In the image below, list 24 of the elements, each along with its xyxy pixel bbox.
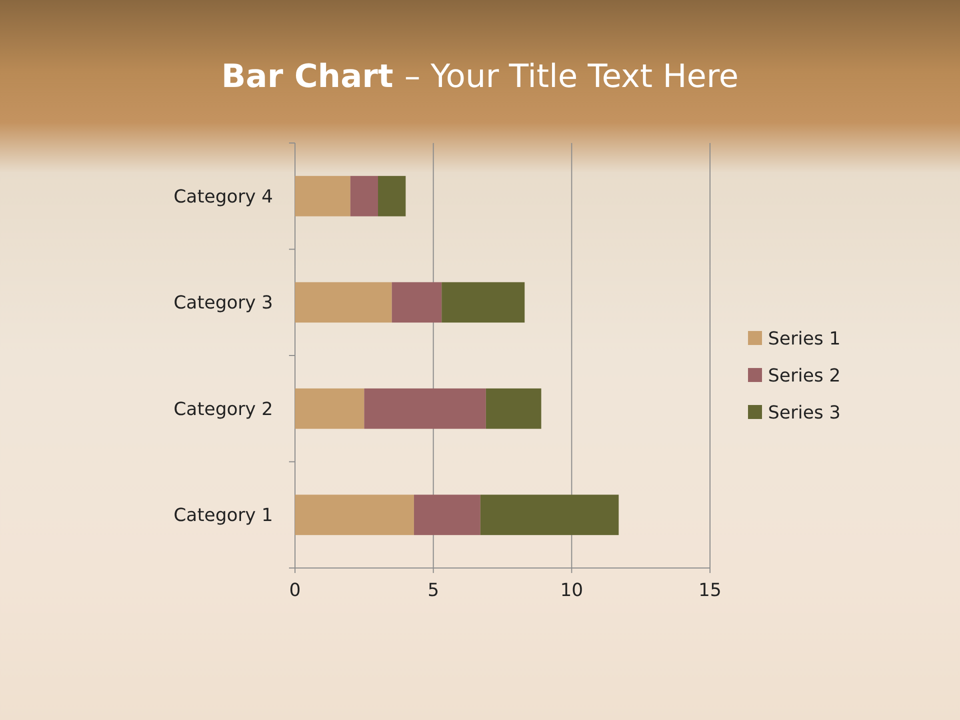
bar (442, 282, 525, 323)
y-tick-label: Category 1 (174, 505, 273, 526)
x-tick-label: 5 (428, 580, 440, 601)
bar (486, 388, 542, 429)
bar (378, 176, 406, 216)
bar (295, 494, 414, 536)
x-tick-label: 0 (289, 580, 301, 601)
chart-title: Bar Chart – Your Title Text Here (221, 57, 739, 95)
bar (350, 176, 378, 216)
y-tick-label: Category 2 (174, 398, 273, 420)
bar (364, 388, 486, 429)
bar (295, 282, 392, 323)
bar (295, 388, 364, 429)
legend-label: Series 2 (768, 365, 841, 386)
x-tick-label: 15 (698, 580, 722, 601)
legend-label: Series 3 (768, 402, 841, 424)
bar (392, 282, 442, 323)
bar (480, 494, 619, 536)
bar (295, 176, 350, 216)
bar (414, 494, 480, 536)
x-tick-label: 10 (560, 580, 584, 601)
y-tick-label: Category 4 (174, 186, 273, 208)
legend-label: Series 1 (768, 328, 841, 350)
y-tick-label: Category 3 (174, 292, 273, 314)
